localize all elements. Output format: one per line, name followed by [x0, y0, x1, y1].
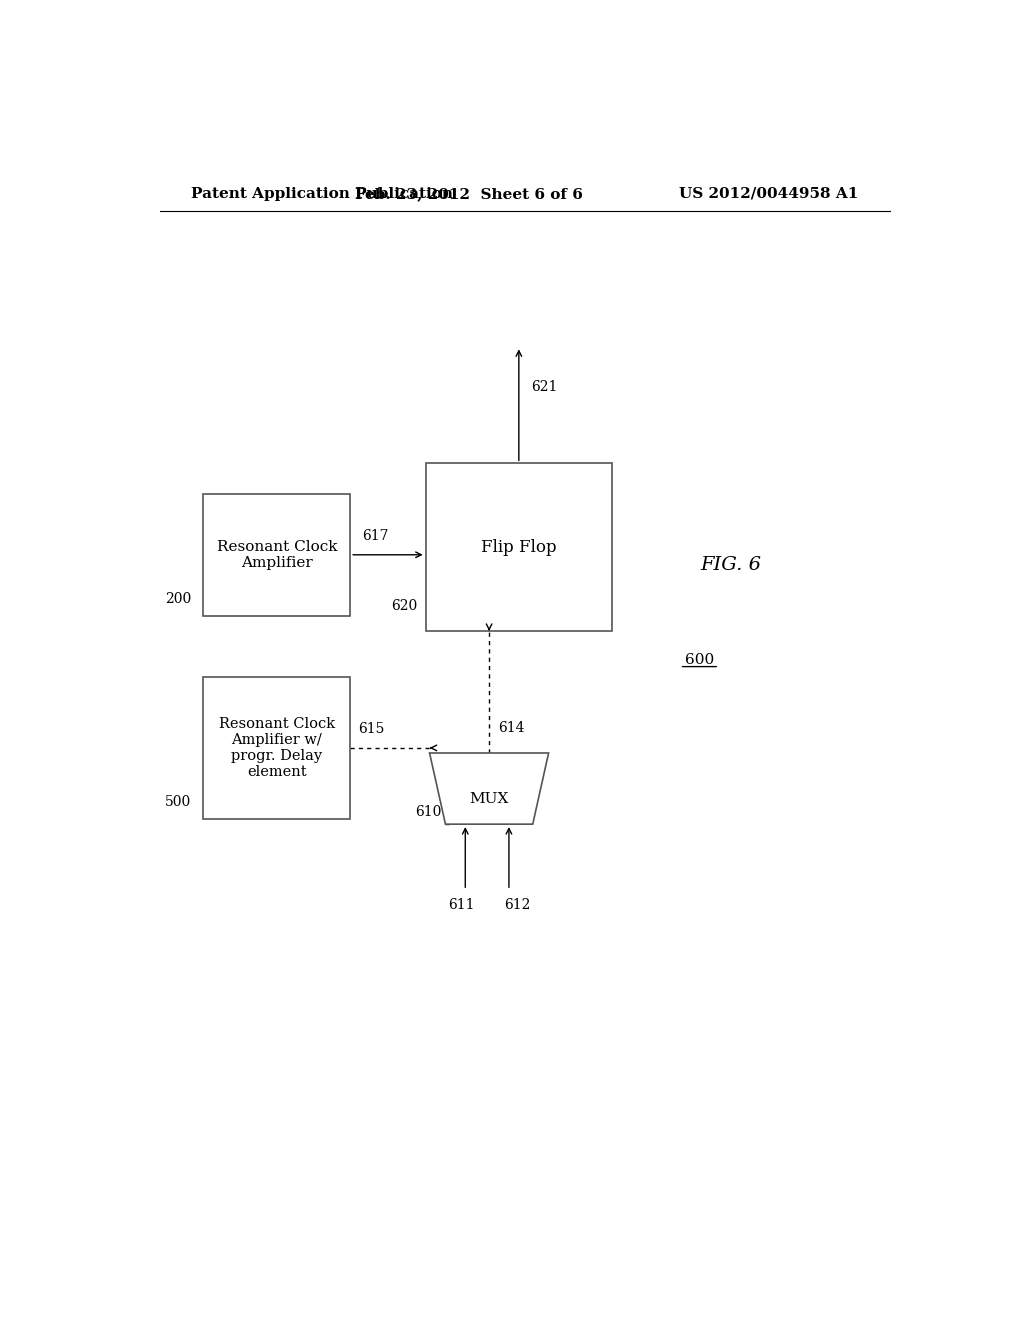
Text: Resonant Clock
Amplifier: Resonant Clock Amplifier [216, 540, 337, 570]
Text: 620: 620 [391, 598, 418, 612]
Text: Resonant Clock
Amplifier w/
progr. Delay
element: Resonant Clock Amplifier w/ progr. Delay… [219, 717, 335, 779]
Bar [204, 677, 350, 818]
Text: US 2012/0044958 A1: US 2012/0044958 A1 [679, 187, 858, 201]
Text: 600: 600 [685, 652, 714, 667]
Text: Flip Flop: Flip Flop [481, 539, 557, 556]
Text: 611: 611 [449, 899, 474, 912]
Text: 612: 612 [504, 899, 530, 912]
Text: 200: 200 [165, 591, 191, 606]
Text: 615: 615 [358, 722, 385, 735]
Text: Patent Application Publication: Patent Application Publication [191, 187, 454, 201]
Text: MUX: MUX [469, 792, 509, 805]
Text: 617: 617 [362, 528, 389, 543]
Text: Feb. 23, 2012  Sheet 6 of 6: Feb. 23, 2012 Sheet 6 of 6 [355, 187, 584, 201]
Bar [426, 463, 612, 631]
Polygon shape [430, 752, 549, 824]
Text: 610: 610 [415, 805, 441, 818]
Text: FIG. 6: FIG. 6 [700, 556, 762, 574]
Text: 621: 621 [530, 380, 557, 395]
Text: 500: 500 [165, 795, 191, 809]
Text: 614: 614 [499, 721, 525, 735]
Bar [204, 494, 350, 615]
